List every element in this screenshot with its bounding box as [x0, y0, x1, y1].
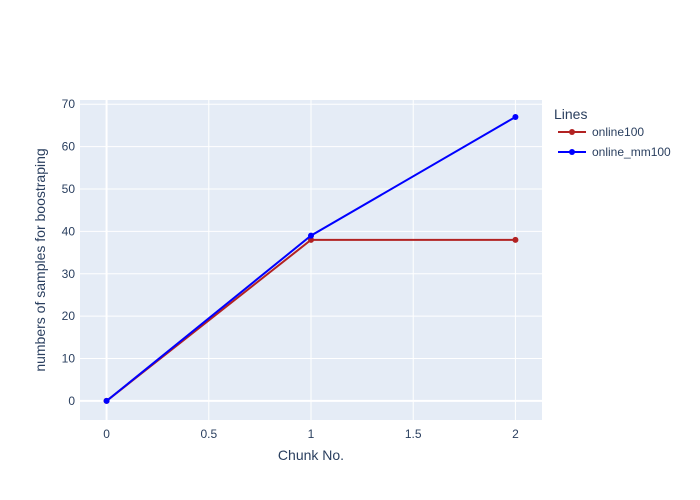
data-point-online_mm100 [512, 113, 519, 120]
y-tick-label: 20 [62, 309, 76, 323]
data-point-online_mm100 [308, 232, 314, 239]
y-tick-label: 10 [62, 352, 76, 366]
legend: Lines online100 online_mm100 [554, 106, 671, 159]
y-tick-label: 30 [62, 267, 76, 281]
x-tick-label: 0.5 [200, 427, 217, 441]
y-tick-label: 40 [62, 224, 76, 238]
data-point-online100 [308, 236, 314, 243]
legend-swatch-marker [569, 149, 575, 155]
y-axis-ticks: 0 10 20 30 40 50 60 70 [62, 97, 76, 408]
legend-label: online100 [592, 125, 644, 139]
legend-label: online_mm100 [592, 145, 671, 159]
grid-lines [80, 100, 542, 420]
x-tick-label: 1.5 [405, 427, 422, 441]
y-tick-label: 50 [62, 182, 76, 196]
x-tick-label: 1 [308, 427, 315, 441]
y-tick-label: 70 [62, 97, 76, 111]
y-tick-label: 0 [68, 394, 75, 408]
y-axis-title: numbers of samples for boostraping [32, 148, 48, 371]
x-axis-ticks: 0 0.5 1 1.5 2 [103, 427, 519, 441]
x-tick-label: 2 [512, 427, 519, 441]
legend-swatch-marker [569, 129, 575, 135]
data-point-online100 [512, 236, 519, 243]
x-axis-title: Chunk No. [278, 447, 344, 463]
series-lines [103, 113, 519, 404]
x-tick-label: 0 [103, 427, 110, 441]
y-tick-label: 60 [62, 140, 76, 154]
data-point-online_mm100 [103, 397, 110, 404]
legend-title: Lines [554, 106, 587, 122]
